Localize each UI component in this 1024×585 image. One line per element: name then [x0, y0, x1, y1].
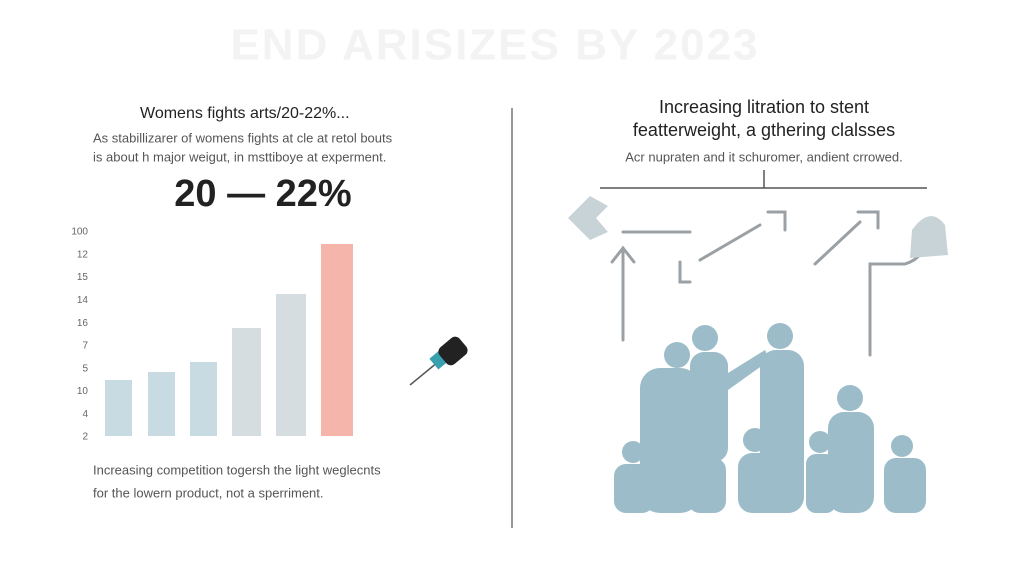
right-heading: featterweight, a gthering clalsses	[633, 120, 895, 140]
glove-icon	[409, 336, 468, 386]
bar	[321, 244, 353, 436]
bars	[105, 244, 353, 436]
right-heading: Increasing litration to stent	[659, 97, 869, 117]
left-footer: Increasing competition togersh the light…	[93, 462, 381, 477]
axis-label: 16	[77, 318, 89, 329]
axis-label: 7	[82, 341, 88, 352]
bar	[232, 328, 261, 436]
big-figure: 20 — 22%	[174, 173, 351, 215]
axis-label: 10	[77, 386, 89, 397]
axis-label: 2	[82, 432, 88, 443]
crowd	[614, 323, 926, 513]
axis-label: 14	[77, 295, 89, 306]
bar	[148, 372, 175, 436]
right-subtitle: Acr nupraten and it schuromer, andient c…	[625, 149, 902, 164]
axis-label: 100	[71, 227, 88, 238]
axis-label: 4	[82, 409, 88, 420]
axis-label: 15	[77, 272, 89, 283]
left-heading: Womens fights arts/20-22%...	[140, 105, 350, 122]
axis-label: 5	[82, 363, 88, 374]
bar	[105, 380, 132, 436]
bar	[276, 294, 306, 436]
bar	[190, 362, 217, 436]
left-body: As stabillizarer of womens fights at cle…	[93, 130, 393, 145]
left-footer: for the lowern product, not a sperriment…	[93, 485, 324, 500]
left-body: is about h major weigut, in msttiboye at…	[93, 149, 386, 164]
arrows	[568, 196, 948, 357]
banner: END ARISIZES BY 2023	[230, 21, 759, 70]
bracket	[600, 170, 927, 189]
axis-label: 12	[77, 249, 89, 260]
axis-labels: 100 12 15 14 16 7 5 10 4 2	[71, 227, 88, 443]
